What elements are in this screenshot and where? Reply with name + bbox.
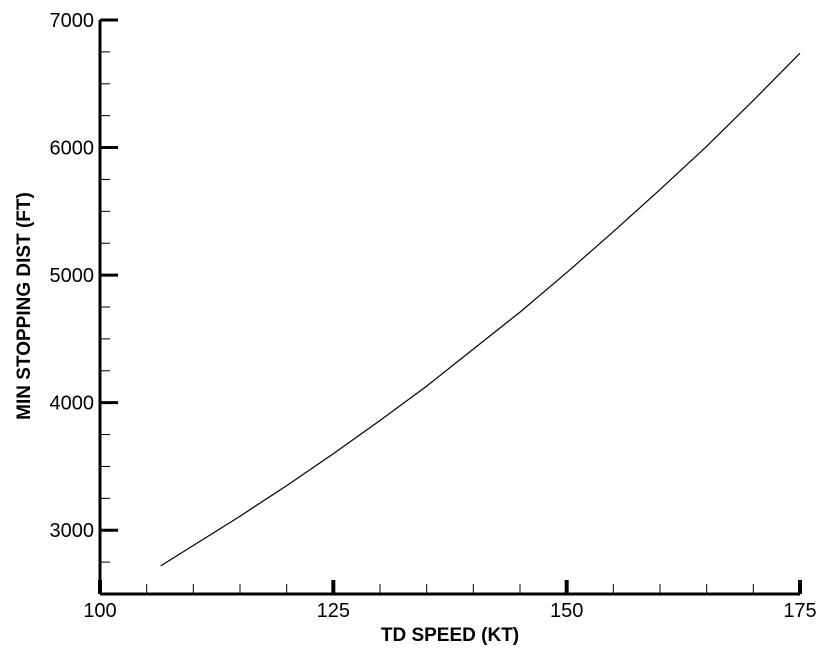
axes: 3000 4000 5000 6000 7000 100 125 150 175 [50,10,817,622]
y-axis-title: MIN STOPPING DIST (FT) [14,192,35,420]
y-tick-label: 6000 [50,138,95,160]
x-tick-label: 150 [550,600,583,622]
x-tick-label: 125 [317,600,350,622]
x-axis-title: TD SPEED (KT) [381,625,519,646]
y-tick-label: 7000 [50,10,95,32]
x-tick-label: 100 [83,600,116,622]
plot-area [160,52,801,567]
y-tick-label: 3000 [50,520,95,542]
y-tick-label: 4000 [50,393,95,415]
series-line [160,52,801,567]
x-tick-label: 175 [783,600,816,622]
y-tick-label: 5000 [50,265,95,287]
